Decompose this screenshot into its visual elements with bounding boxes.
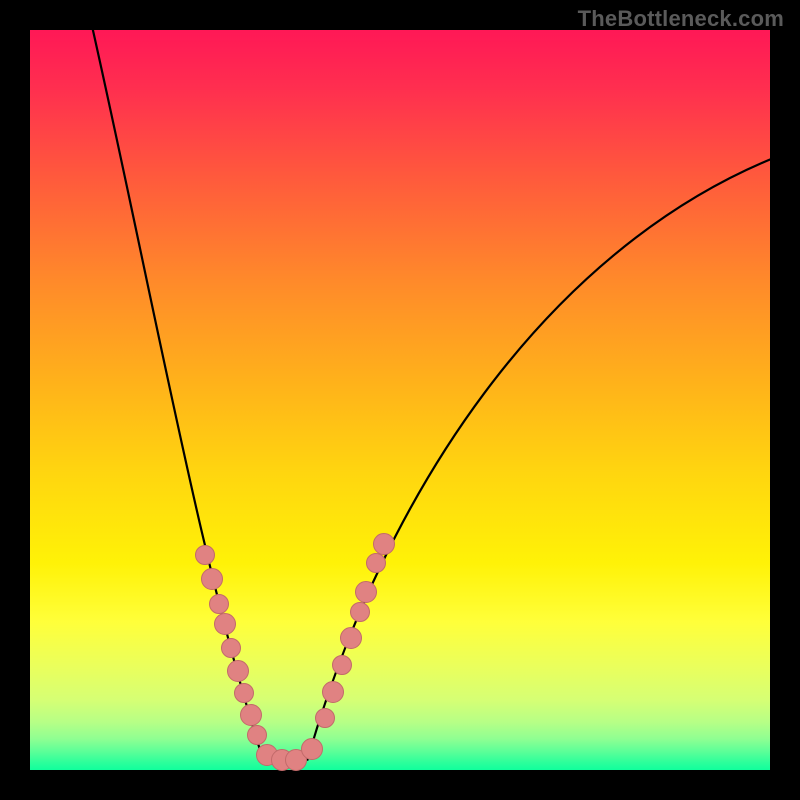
data-dot bbox=[301, 738, 323, 760]
data-dot bbox=[366, 553, 386, 573]
plot-area bbox=[30, 30, 770, 770]
data-dot bbox=[322, 681, 344, 703]
data-dot bbox=[373, 533, 395, 555]
data-dot bbox=[355, 581, 377, 603]
curve-path bbox=[93, 30, 770, 760]
data-dot bbox=[247, 725, 267, 745]
data-dot bbox=[221, 638, 241, 658]
data-dot bbox=[214, 613, 236, 635]
data-dot bbox=[315, 708, 335, 728]
watermark-text: TheBottleneck.com bbox=[578, 6, 784, 32]
data-dot bbox=[332, 655, 352, 675]
data-dot bbox=[195, 545, 215, 565]
chart-frame: TheBottleneck.com bbox=[0, 0, 800, 800]
data-dot bbox=[227, 660, 249, 682]
data-dot bbox=[209, 594, 229, 614]
data-dot bbox=[240, 704, 262, 726]
data-dot bbox=[234, 683, 254, 703]
data-dot bbox=[340, 627, 362, 649]
data-dot bbox=[201, 568, 223, 590]
data-dot bbox=[350, 602, 370, 622]
bottleneck-curve bbox=[30, 30, 770, 770]
